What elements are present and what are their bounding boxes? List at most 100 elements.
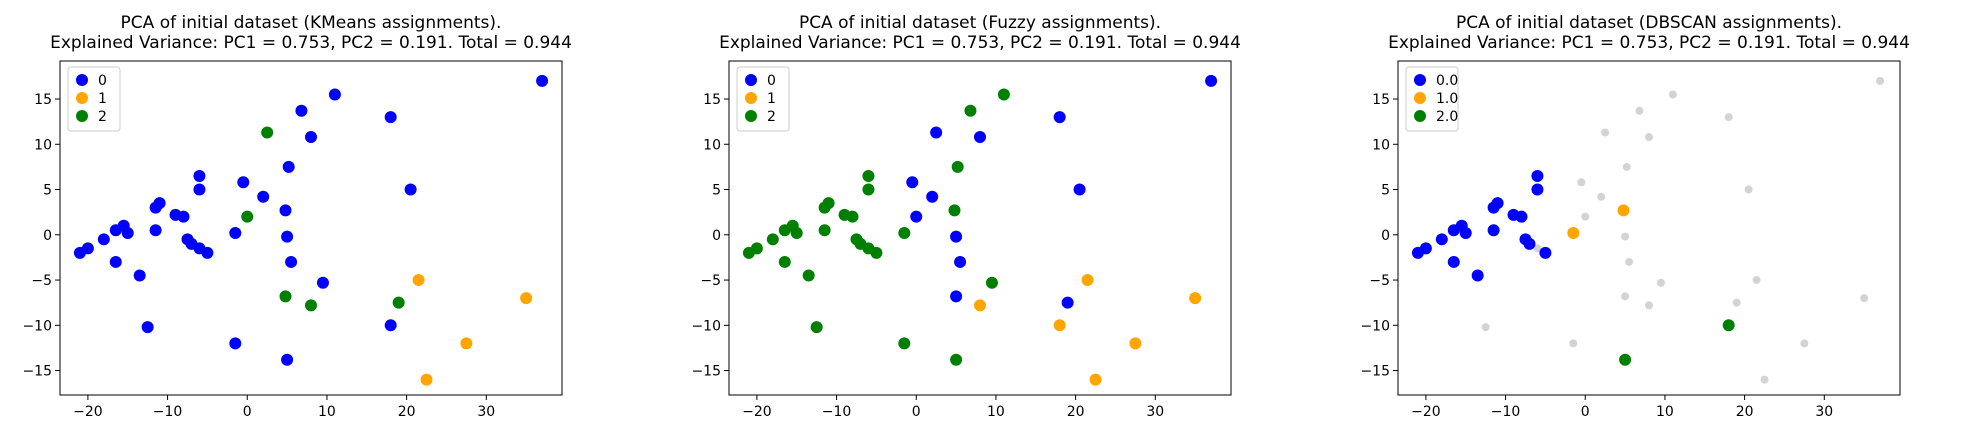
data-point-blue — [279, 204, 292, 217]
data-point-blue — [281, 353, 294, 366]
data-point-blue — [950, 290, 963, 303]
data-point-blue — [1061, 296, 1074, 309]
data-point-green — [241, 210, 254, 223]
data-point-blue — [1205, 74, 1218, 87]
data-point-green — [950, 353, 963, 366]
data-point-green — [898, 337, 911, 350]
data-point-green — [305, 299, 317, 312]
x-tick-label: −20 — [742, 404, 772, 420]
x-tick-label: −10 — [1491, 404, 1521, 420]
chart-title-line2: Explained Variance: PC1 = 0.753, PC2 = 0… — [719, 33, 1241, 53]
data-point-green — [862, 183, 875, 196]
x-tick-label: −10 — [153, 404, 183, 420]
data-point-green — [818, 224, 831, 237]
data-point-blue — [328, 88, 341, 101]
data-point-grey — [1800, 339, 1809, 348]
x-tick-label: −20 — [73, 404, 103, 420]
data-point-blue — [1491, 197, 1504, 210]
data-point-green — [898, 226, 911, 239]
data-point-green — [1722, 319, 1735, 332]
x-tick-label: 10 — [1656, 404, 1674, 420]
data-point-blue — [282, 160, 295, 173]
data-point-blue — [1435, 233, 1448, 246]
data-point-blue — [193, 169, 206, 182]
plot-area-frame — [1397, 60, 1901, 396]
data-point-blue — [1539, 246, 1552, 259]
data-point-orange — [974, 299, 986, 312]
x-tick-label: 20 — [1736, 404, 1754, 420]
data-point-blue — [974, 131, 986, 144]
y-tick-label: −15 — [22, 364, 52, 380]
data-point-orange — [1089, 373, 1102, 386]
legend-box — [736, 66, 790, 132]
data-point-blue — [133, 269, 146, 282]
data-point-green — [951, 160, 964, 173]
data-point-blue — [305, 131, 317, 144]
data-point-green — [948, 204, 961, 217]
data-point-grey — [1577, 178, 1586, 187]
data-point-green — [766, 233, 779, 246]
data-point-blue — [1447, 255, 1460, 268]
dbscan-pca-panel: PCA of initial dataset (DBSCAN assignmen… — [1360, 13, 1909, 420]
data-point-blue — [237, 176, 250, 189]
y-tick-label: 10 — [1372, 137, 1390, 153]
y-tick-label: 5 — [43, 183, 52, 199]
data-point-grey — [1724, 113, 1733, 122]
data-point-blue — [229, 337, 242, 350]
x-tick-label: 30 — [1146, 404, 1164, 420]
legend-marker — [76, 110, 88, 122]
data-point-blue — [1487, 224, 1500, 237]
x-tick-label: 0 — [243, 404, 252, 420]
legend-label: 1.0 — [1436, 91, 1458, 107]
data-point-green — [1619, 353, 1632, 366]
chart-title-line1: PCA of initial dataset (DBSCAN assignmen… — [1456, 13, 1842, 33]
y-tick-label: −15 — [1360, 364, 1390, 380]
legend-label: 2.0 — [1436, 109, 1458, 125]
legend-marker — [745, 74, 757, 86]
legend-marker — [745, 110, 757, 122]
data-point-green — [261, 126, 274, 139]
y-tick-label: 5 — [1381, 183, 1390, 199]
data-point-grey — [1732, 298, 1741, 307]
data-point-blue — [1531, 183, 1544, 196]
legend-marker — [76, 74, 88, 86]
data-point-blue — [906, 176, 919, 189]
y-tick-label: 15 — [1372, 92, 1390, 108]
data-point-blue — [257, 190, 270, 203]
data-point-grey — [1622, 162, 1631, 171]
legend-marker — [1414, 110, 1426, 122]
x-tick-label: 20 — [398, 404, 416, 420]
data-point-orange — [1189, 292, 1202, 305]
data-point-grey — [1621, 292, 1630, 301]
y-tick-label: 0 — [1381, 228, 1390, 244]
data-point-blue — [81, 242, 94, 255]
y-tick-label: −15 — [691, 364, 721, 380]
legend-marker — [76, 92, 88, 104]
data-point-grey — [1569, 339, 1578, 348]
data-point-blue — [536, 74, 549, 87]
data-point-green — [862, 169, 875, 182]
data-point-blue — [295, 104, 308, 117]
data-point-green — [822, 197, 835, 210]
data-point-blue — [954, 255, 967, 268]
data-point-green — [870, 246, 883, 259]
data-point-orange — [520, 292, 533, 305]
y-tick-label: −10 — [22, 318, 52, 334]
legend-label: 0 — [767, 73, 776, 89]
legend-label: 2 — [98, 109, 107, 125]
x-tick-label: −10 — [822, 404, 852, 420]
data-point-green — [790, 226, 803, 239]
legend-label: 0.0 — [1436, 73, 1458, 89]
data-point-grey — [1668, 90, 1677, 99]
fuzzy-pca-panel: PCA of initial dataset (Fuzzy assignment… — [691, 13, 1240, 420]
data-point-blue — [404, 183, 417, 196]
data-point-grey — [1581, 212, 1590, 221]
legend-marker — [745, 92, 757, 104]
data-point-blue — [384, 319, 397, 332]
data-point-orange — [1617, 204, 1630, 217]
data-point-grey — [1625, 257, 1634, 266]
data-point-grey — [1601, 128, 1610, 137]
data-point-grey — [1481, 323, 1490, 332]
data-point-grey — [1860, 294, 1869, 303]
data-point-blue — [926, 190, 939, 203]
